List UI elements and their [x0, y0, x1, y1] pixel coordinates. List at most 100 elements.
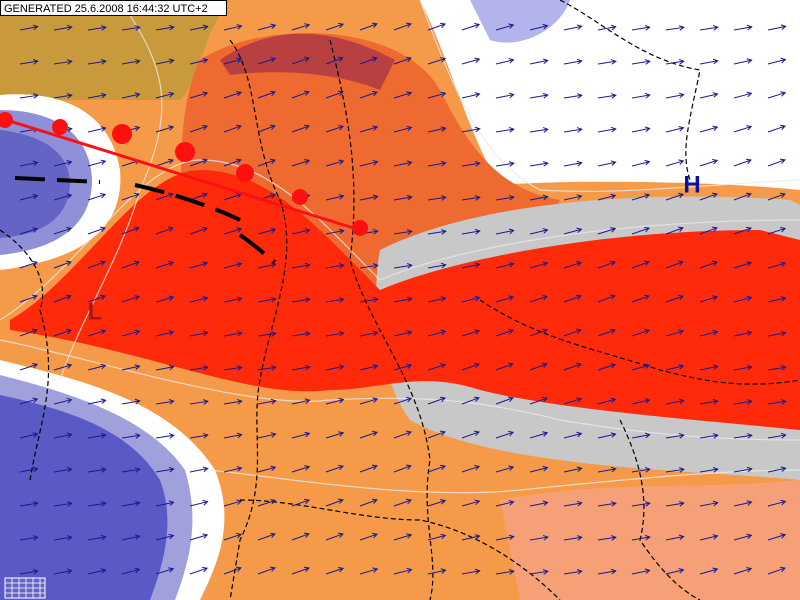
wind-arrow: [495, 228, 515, 235]
wind-arrow: [529, 228, 549, 235]
wind-arrow: [767, 499, 787, 507]
wind-arrow: [699, 192, 718, 201]
wind-arrow: [699, 295, 719, 303]
wind-arrow: [699, 158, 719, 167]
wind-arrow: [121, 25, 141, 31]
wind-arrow: [53, 93, 73, 99]
wind-arrow: [495, 569, 515, 575]
wind-arrow: [155, 226, 174, 235]
wind-arrow: [767, 124, 786, 133]
wind-arrow: [563, 431, 583, 439]
wind-arrow: [529, 58, 549, 65]
wind-arrow: [631, 467, 651, 473]
wind-arrow: [223, 57, 243, 65]
wind-arrow: [665, 126, 685, 133]
wind-arrow: [325, 397, 345, 405]
wind-arrow: [393, 567, 413, 575]
wind-arrow: [461, 195, 481, 201]
wind-arrow: [291, 398, 311, 405]
wind-arrow: [223, 90, 243, 99]
wind-arrow: [733, 91, 753, 99]
wind-arrow: [665, 398, 685, 405]
wind-arrow: [257, 365, 277, 371]
wind-arrow: [53, 568, 73, 575]
wind-arrow: [631, 501, 651, 507]
wind-arrow: [155, 24, 175, 31]
wind-arrow: [699, 226, 718, 235]
wind-arrow: [87, 363, 107, 371]
wind-arrow: [563, 500, 583, 507]
wind-arrow: [223, 432, 243, 439]
wind-arrow: [699, 534, 719, 541]
wind-arrow: [121, 500, 141, 507]
wind-arrow: [257, 499, 277, 507]
wind-arrow: [529, 161, 549, 167]
wind-arrow: [733, 364, 753, 371]
wind-arrow: [393, 229, 413, 235]
wind-arrow: [563, 362, 582, 371]
wind-arrow: [699, 500, 719, 507]
wind-arrow: [155, 466, 175, 473]
wind-arrow: [19, 328, 38, 337]
wind-arrow: [121, 398, 141, 405]
wind-arrow: [665, 363, 685, 371]
wind-arrow: [699, 433, 719, 439]
wind-arrow: [325, 431, 345, 439]
wind-arrow: [529, 328, 548, 337]
wind-arrow: [767, 399, 787, 405]
wind-arrow: [665, 500, 685, 507]
wind-arrow: [359, 364, 379, 371]
wind-arrow: [461, 161, 481, 167]
wind-arrow: [733, 466, 753, 473]
wind-arrow: [597, 328, 616, 337]
wind-arrow: [631, 126, 651, 133]
wind-arrow: [461, 396, 480, 405]
wind-arrow: [189, 566, 209, 575]
wind-arrow: [563, 569, 583, 575]
wind-arrow: [291, 364, 311, 371]
wind-arrow: [189, 499, 209, 507]
wind-arrow: [325, 159, 345, 167]
wind-arrow: [631, 328, 651, 337]
wind-arrow: [461, 92, 481, 99]
wind-arrow: [223, 566, 242, 575]
wind-arrow: [189, 296, 209, 303]
wind-arrow: [53, 397, 73, 405]
wind-arrow: [291, 297, 311, 303]
wind-arrow: [291, 159, 311, 167]
wind-arrow: [495, 328, 515, 337]
wind-arrow: [189, 192, 208, 201]
wind-arrow: [427, 533, 447, 541]
wind-arrow: [53, 534, 73, 541]
wind-arrow: [767, 192, 786, 201]
wind-arrow: [733, 295, 753, 303]
wind-arrow: [393, 498, 413, 507]
wind-arrow: [19, 160, 39, 167]
wind-arrow: [291, 465, 311, 473]
wind-arrow: [461, 22, 481, 31]
wind-arrow: [733, 500, 753, 507]
wind-arrow: [665, 294, 685, 303]
wind-arrow: [461, 568, 481, 575]
wind-arrow: [597, 93, 617, 99]
wind-arrow: [257, 57, 277, 65]
wind-arrow: [665, 467, 685, 473]
wind-arrow: [155, 330, 175, 337]
wind-arrow: [461, 126, 481, 133]
wind-arrow: [359, 430, 379, 439]
front-symbols: [0, 112, 368, 236]
wind-arrow: [529, 396, 549, 405]
wind-arrow: [325, 124, 345, 133]
wind-arrow: [427, 126, 447, 133]
wind-arrow: [359, 194, 379, 201]
wind-arrow: [699, 364, 719, 371]
wind-arrow: [393, 91, 413, 99]
wind-arrow: [189, 364, 209, 371]
wind-arrow: [19, 227, 39, 235]
wind-arrow: [597, 501, 617, 507]
wind-arrow: [155, 192, 174, 201]
wind-arrow: [291, 262, 311, 269]
wind-arrow: [733, 261, 753, 269]
wind-arrow: [121, 364, 141, 371]
wind-arrow: [257, 90, 276, 99]
